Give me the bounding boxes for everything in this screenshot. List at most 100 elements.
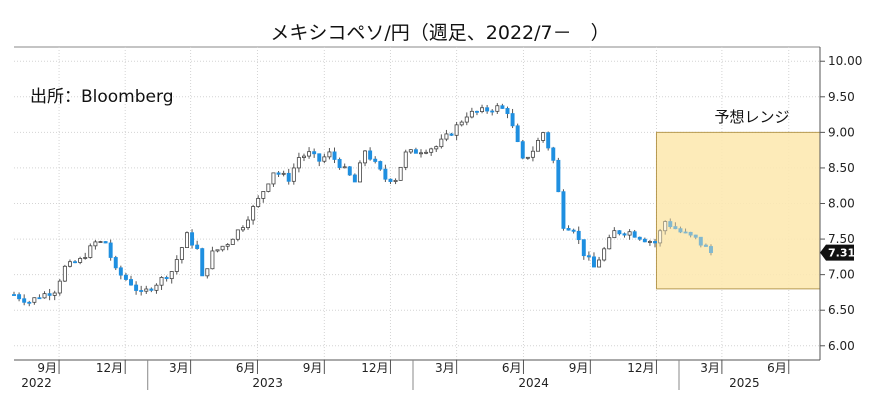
candle-body [327,151,332,158]
candle [709,244,713,256]
candle [698,236,703,248]
forecast-range-box [655,131,821,290]
candle [495,103,500,114]
candle [47,288,52,301]
candle-body [419,152,423,155]
candle-body [393,179,398,182]
candle [67,259,72,268]
candle-body [220,245,225,251]
candle-body [276,172,281,175]
candle [469,107,474,119]
candle-body [52,292,57,296]
candle [530,146,535,162]
candle [103,241,108,244]
year-label: 2024 [518,376,549,390]
candle-body [388,178,393,182]
candle [525,156,530,160]
candle [373,156,378,164]
candle-body [240,227,245,231]
candle [607,234,612,250]
candle-body [205,268,210,277]
candle [490,109,495,116]
candle-body [617,230,622,235]
candle [93,239,98,250]
candle-body [230,238,235,245]
candle [327,148,332,160]
candle [541,131,546,143]
candle-body [123,274,128,280]
candle [393,178,398,185]
candle-body [169,271,174,280]
candle [505,106,510,119]
candle [184,231,189,248]
candles [12,103,713,307]
candle-body [515,125,520,143]
candle [215,249,220,253]
candle [378,160,383,171]
candle-body [703,244,708,247]
candle-body [179,247,184,260]
candle-body [73,261,78,264]
x-tick-label: 12月 [361,361,388,375]
candle [225,243,230,251]
candle-body [510,113,515,127]
candle [210,246,215,270]
candle-body [663,221,668,232]
candle [261,191,266,203]
candle-body [530,150,535,158]
candle-body [62,265,67,282]
candle-body [678,228,683,233]
candle-body [693,234,698,238]
candle [449,132,454,136]
candle [551,146,556,164]
candle-body [525,156,530,159]
candle-body [424,151,429,154]
candle-body [118,267,123,276]
candle [688,231,693,238]
candle-body [505,108,510,114]
candle [139,285,144,296]
candle [312,148,317,158]
candle-body [449,133,454,136]
candle [205,268,210,279]
candle-body [632,231,637,238]
candle [703,243,708,247]
candle [642,237,647,243]
candle-body [454,124,459,136]
x-tick-label: 12月 [96,361,123,375]
candle [485,104,490,114]
candle-body [98,241,103,243]
source-label: 出所：Bloomberg [30,87,173,107]
candle-body [434,146,439,150]
x-tick-label: 6月 [236,361,256,375]
y-tick-label: 8.50 [828,161,855,175]
chart-title: メキシコペソ/円（週足、2022/7－ ） [270,22,609,44]
candle [332,147,337,164]
candle-body [235,229,240,240]
candle-body [607,237,612,250]
candle [12,291,16,296]
forecast-range-label: 予想レンジ [714,108,789,126]
candle [276,171,281,177]
candle-body [342,166,347,169]
candle [123,272,128,281]
candle-body [597,259,602,268]
year-label: 2025 [729,376,760,390]
candle [52,290,57,301]
candle-body [215,249,220,252]
candle-body [637,236,642,240]
last-value-label: 7.31 [828,247,855,260]
candle [246,216,251,230]
candle-body [408,149,413,153]
candle [398,166,403,181]
candle [561,189,566,231]
candle [683,228,688,234]
candle [597,256,602,268]
candle-body [37,297,42,300]
candle-body [520,141,525,159]
forecast-range-rect [655,131,821,290]
candle-body [225,244,230,247]
candle-body [67,261,72,267]
x-tick-label: 12月 [627,361,654,375]
candle [347,165,352,176]
